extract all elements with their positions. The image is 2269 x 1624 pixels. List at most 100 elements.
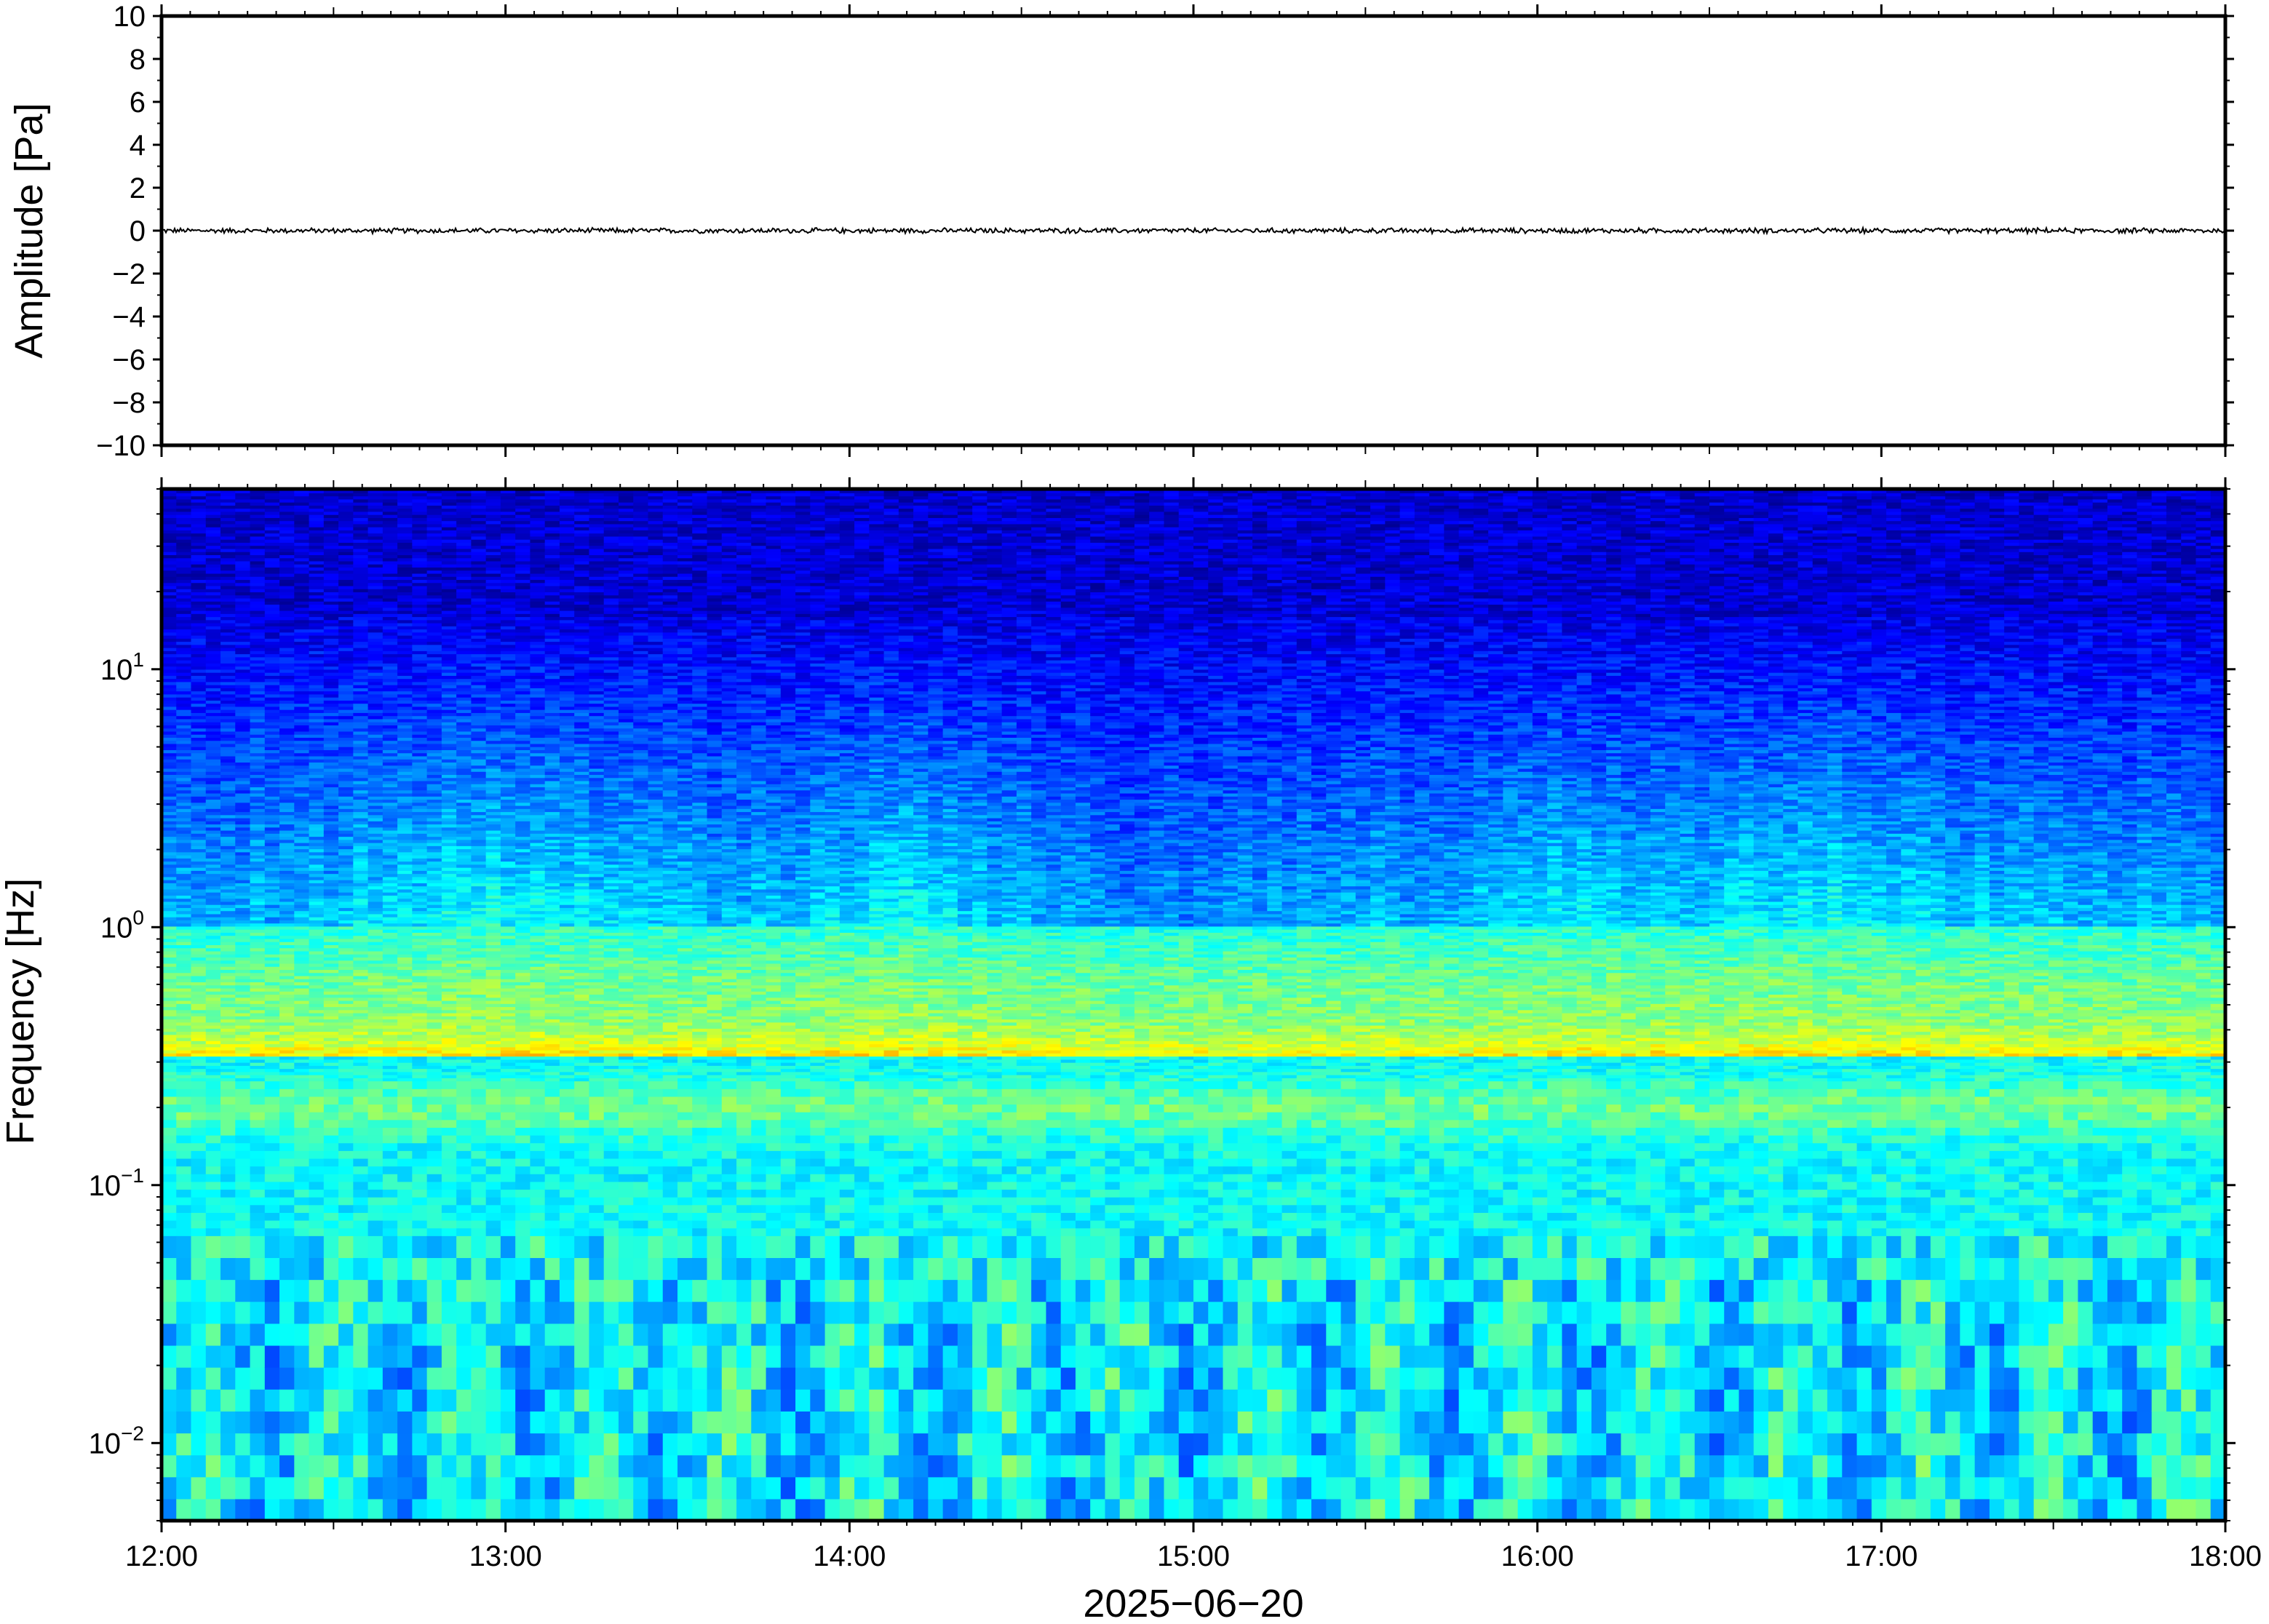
spectrogram-cell (367, 1112, 384, 1121)
spectrogram-cell (338, 880, 354, 883)
spectrogram-cell (426, 1433, 442, 1456)
spectrogram-cell (264, 678, 280, 682)
spectrogram-cell (162, 604, 177, 608)
spectrogram-cell (426, 827, 442, 831)
spectrogram-cell (338, 1220, 354, 1229)
spectrogram-cell (176, 851, 192, 856)
spectrogram-cell (323, 1016, 339, 1020)
spectrogram-cell (426, 802, 442, 806)
spectrogram-cell (162, 808, 177, 813)
spectrogram-cell (205, 1000, 221, 1004)
spectrogram-cell (191, 709, 207, 713)
spectrogram-cell (294, 805, 310, 809)
spectrogram-cell (441, 706, 457, 710)
spectrogram-cell (397, 585, 413, 589)
spectrogram-cell (294, 1204, 310, 1213)
spectrogram-cell (367, 827, 384, 831)
spectrogram-cell (397, 817, 413, 821)
spectrogram-cell (353, 901, 369, 905)
spectrogram-cell (353, 929, 369, 933)
spectrogram-cell (294, 1096, 310, 1105)
spectrogram-cell (353, 920, 369, 924)
spectrogram-cell (397, 814, 413, 819)
spectrogram-cell (367, 666, 384, 670)
spectrogram-cell (367, 539, 384, 543)
spectrogram-cell (279, 656, 295, 661)
spectrogram-cell (426, 848, 442, 853)
spectrogram-cell (220, 1071, 236, 1075)
spectrogram-cell (279, 564, 295, 568)
spectrogram-cell (353, 792, 369, 797)
spectrogram-cell (367, 880, 384, 883)
spectrogram-cell (309, 582, 325, 586)
spectrogram-cell (235, 848, 251, 853)
spectrogram-cell (412, 867, 428, 871)
spectrogram-cell (250, 737, 266, 741)
spectrogram-cell (426, 641, 442, 645)
spectrogram-cell (294, 740, 310, 744)
spectrogram-cell (456, 888, 472, 893)
spectrogram-cell (382, 681, 398, 685)
spectrogram-cell (205, 1031, 221, 1035)
spectrogram-cell (250, 1068, 266, 1072)
spectrogram-cell (338, 592, 354, 596)
spectrogram-cell (353, 579, 369, 584)
spectrogram-cell (397, 545, 413, 549)
spectrogram-cell (176, 929, 192, 933)
spectrogram-cell (205, 1104, 221, 1112)
spectrogram-cell (323, 706, 339, 710)
spectrogram-cell (456, 542, 472, 546)
spectrogram-cell (250, 994, 266, 998)
spectrogram-cell (412, 502, 428, 506)
spectrogram-cell (323, 1227, 339, 1236)
spectrogram-cell (264, 777, 280, 781)
spectrogram-cell (382, 752, 398, 757)
spectrogram-cell (220, 740, 236, 744)
spectrogram-cell (441, 737, 457, 741)
spectrogram-cell (397, 1071, 413, 1075)
spectrogram-cell (309, 653, 325, 658)
spectrogram-cell (426, 1062, 442, 1066)
spectrogram-cell (456, 749, 472, 754)
spectrogram-cell (367, 585, 384, 589)
spectrogram-cell (264, 975, 280, 979)
spectrogram-cell (367, 502, 384, 506)
spectrogram-cell (397, 975, 413, 979)
spectrogram-cell (309, 610, 325, 614)
spectrogram-cell (412, 607, 428, 611)
spectrogram-cell (235, 749, 251, 754)
spectrogram-cell (191, 1212, 207, 1221)
spectrogram-cell (205, 675, 221, 680)
spectrogram-cell (382, 898, 398, 902)
spectrogram-cell (264, 1080, 280, 1089)
spectrogram-cell (294, 960, 310, 964)
spectrogram-cell (412, 1220, 428, 1229)
spectrogram-cell (471, 1096, 487, 1105)
spectrogram-cell (205, 660, 221, 664)
spectrogram-cell (412, 573, 428, 577)
spectrogram-cell (323, 960, 339, 964)
spectrogram-cell (456, 709, 472, 713)
spectrogram-cell (323, 1476, 339, 1500)
spectrogram-cell (176, 768, 192, 772)
spectrogram-cell (426, 688, 442, 692)
spectrogram-cell (426, 808, 442, 813)
spectrogram-cell (353, 827, 369, 831)
spectrogram-cell (456, 589, 472, 593)
spectrogram-cell (353, 768, 369, 772)
spectrogram-cell (205, 523, 221, 528)
spectrogram-cell (162, 536, 177, 540)
spectrogram-cell (426, 1075, 442, 1078)
spectrogram-cell (205, 747, 221, 750)
spectrogram-cell (176, 1068, 192, 1072)
spectrogram-cell (382, 845, 398, 850)
spectrogram-cell (412, 539, 428, 543)
spectrogram-cell (412, 737, 428, 741)
spectrogram-cell (456, 876, 472, 880)
spectrogram-cell (382, 1059, 398, 1063)
spectrogram-cell (205, 920, 221, 924)
spectrogram-cell (441, 885, 457, 890)
spectrogram-cell (220, 539, 236, 543)
spectrogram-cell (294, 821, 310, 825)
spectrogram-cell (456, 755, 472, 760)
